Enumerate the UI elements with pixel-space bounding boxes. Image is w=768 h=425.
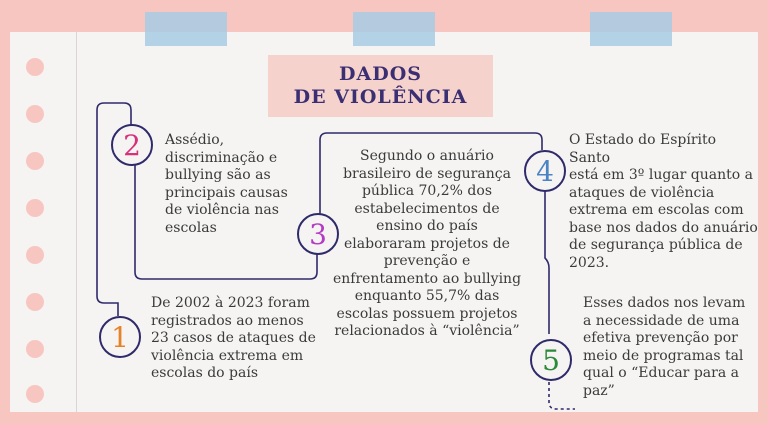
title-line-1: DADOS (339, 63, 422, 85)
tape-strip (353, 12, 435, 46)
step-number-5: 5 (542, 343, 560, 377)
title-line-2: DE VIOLÊNCIA (293, 86, 468, 108)
step-number-circle-1: 1 (99, 316, 141, 358)
title-banner (268, 55, 493, 117)
binder-hole (26, 293, 44, 311)
step-number-3: 3 (309, 217, 327, 251)
binder-hole (26, 58, 44, 76)
step-1-text: De 2002 à 2023 foram registrados ao meno… (151, 295, 316, 381)
step-number-circle-4: 4 (524, 150, 566, 192)
binder-hole (26, 340, 44, 358)
step-5-text: Esses dados nos levam a necessidade de u… (583, 295, 746, 399)
step-number-1: 1 (111, 320, 129, 354)
binder-hole (26, 199, 44, 217)
binder-hole (26, 246, 44, 264)
step-number-circle-2: 2 (111, 124, 153, 166)
step-number-2: 2 (123, 128, 141, 162)
step-2-text: Assédio, discriminação e bullying são as… (165, 132, 288, 236)
binder-hole (26, 152, 44, 170)
step-3-text: Segundo o anuário brasileiro de seguranç… (332, 148, 522, 339)
margin-line (76, 32, 77, 412)
step-number-circle-3: 3 (297, 213, 339, 255)
step-number-4: 4 (536, 154, 554, 188)
binder-hole (26, 105, 44, 123)
tape-strip (145, 12, 227, 46)
tape-strip (590, 12, 672, 46)
binder-hole (26, 385, 44, 403)
step-number-circle-5: 5 (530, 339, 572, 381)
step-4-text: O Estado do Espírito Santo está em 3º lu… (569, 132, 758, 271)
page-title: DADOS DE VIOLÊNCIA (268, 63, 493, 109)
